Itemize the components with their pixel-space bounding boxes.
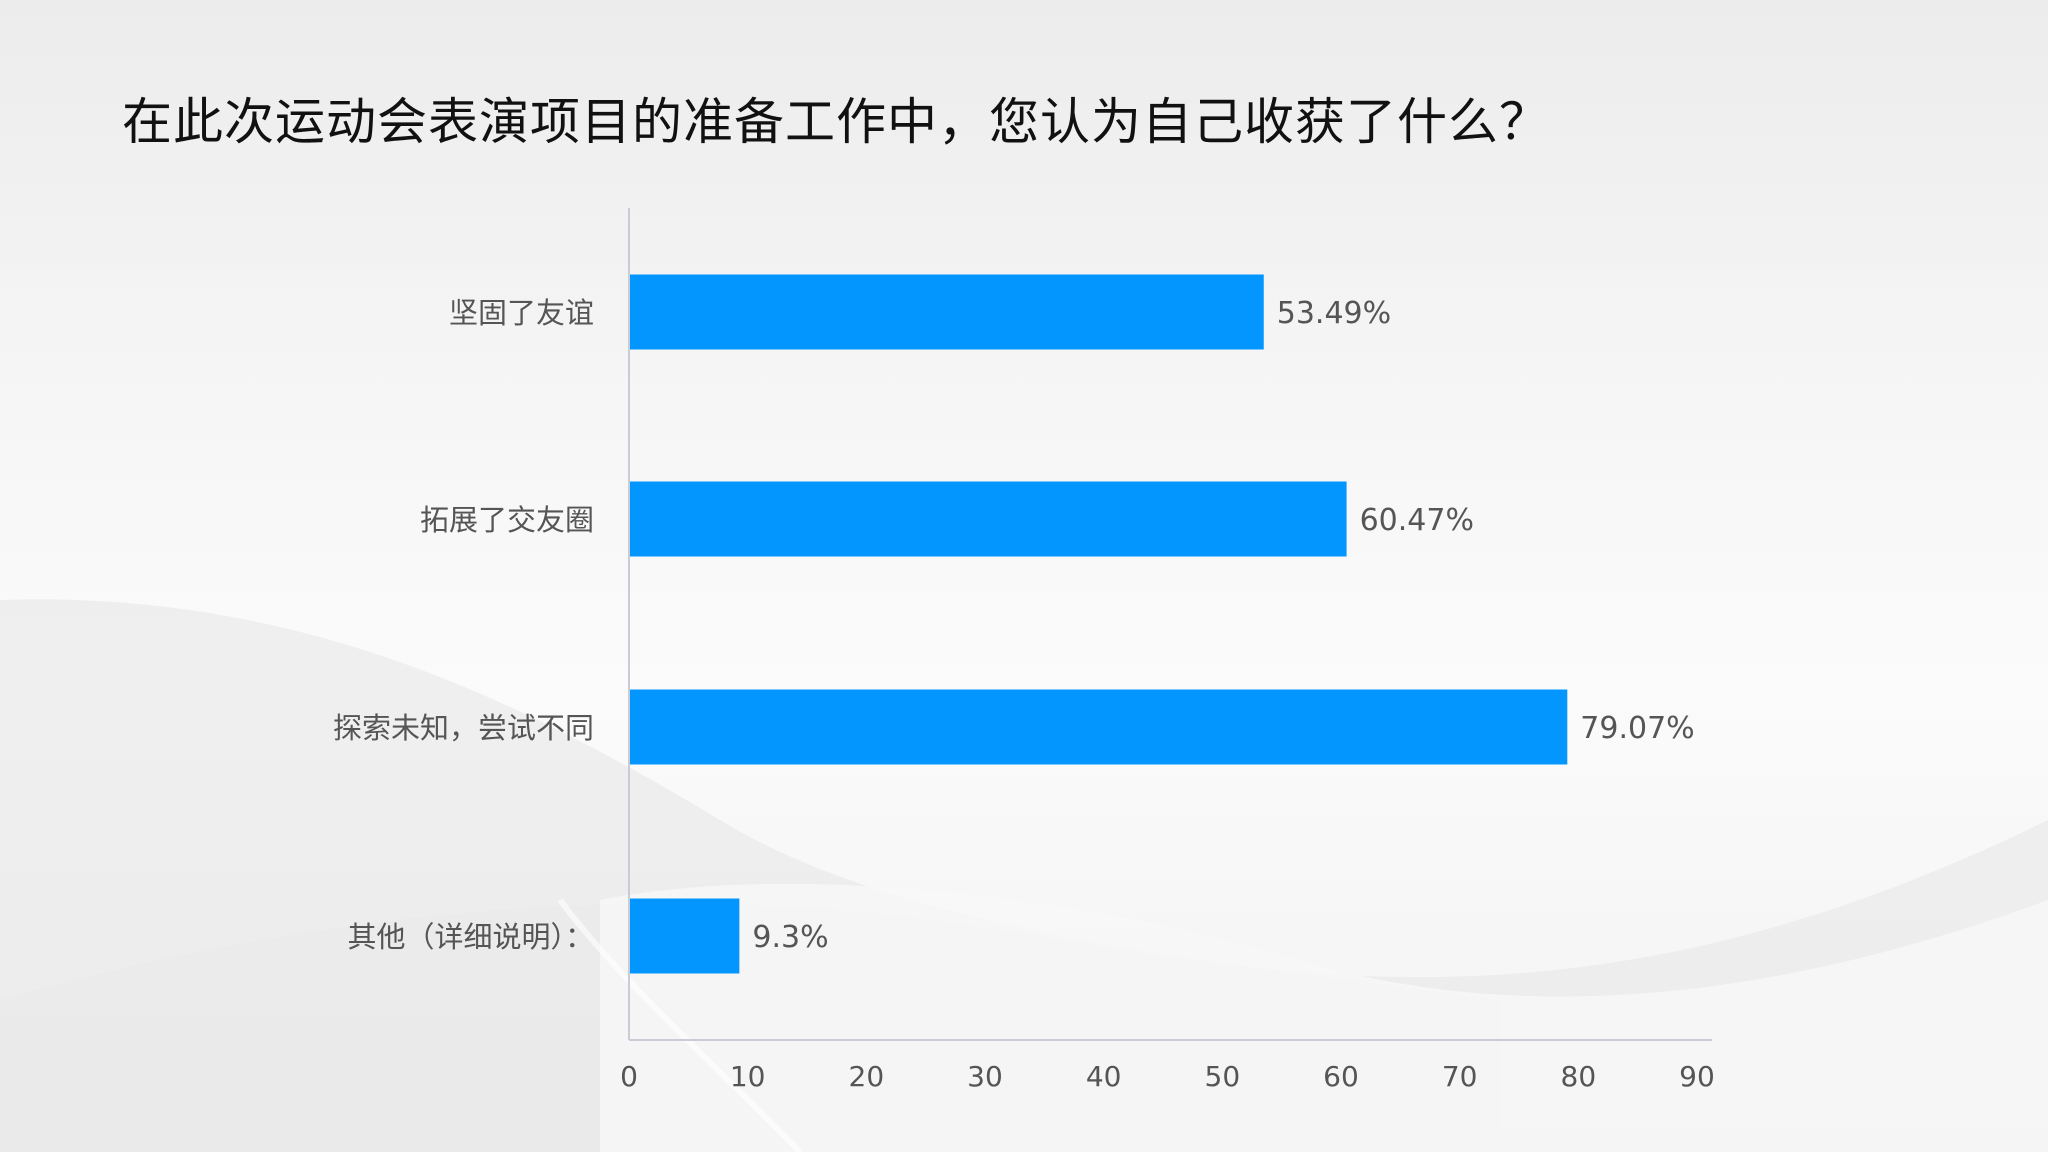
x-tick-label: 40 (1086, 1060, 1122, 1093)
x-tick-label: 20 (849, 1060, 885, 1093)
x-tick-label: 70 (1442, 1060, 1478, 1093)
bar (630, 274, 1264, 350)
x-tick-label: 50 (1205, 1060, 1241, 1093)
data-label: 9.3% (752, 920, 828, 955)
bar (630, 481, 1347, 557)
x-tick-label: 30 (967, 1060, 1003, 1093)
data-label: 79.07% (1580, 711, 1694, 746)
data-label: 53.49% (1277, 296, 1391, 331)
category-label: 其他（详细说明）： (347, 920, 594, 954)
x-tick-label: 80 (1561, 1060, 1597, 1093)
data-label: 60.47% (1360, 503, 1474, 538)
bar (630, 689, 1568, 765)
category-label: 坚固了友谊 (449, 296, 594, 330)
x-tick-label: 0 (620, 1060, 638, 1093)
x-tick-label: 60 (1323, 1060, 1359, 1093)
category-label: 探索未知，尝试不同 (333, 711, 594, 745)
page-title: 在此次运动会表演项目的准备工作中，您认为自己收获了什么？ (122, 93, 1550, 151)
bar (630, 898, 740, 974)
x-tick-label: 90 (1679, 1060, 1715, 1093)
x-tick-label: 10 (730, 1060, 766, 1093)
category-label: 拓展了交友圈 (420, 503, 594, 537)
